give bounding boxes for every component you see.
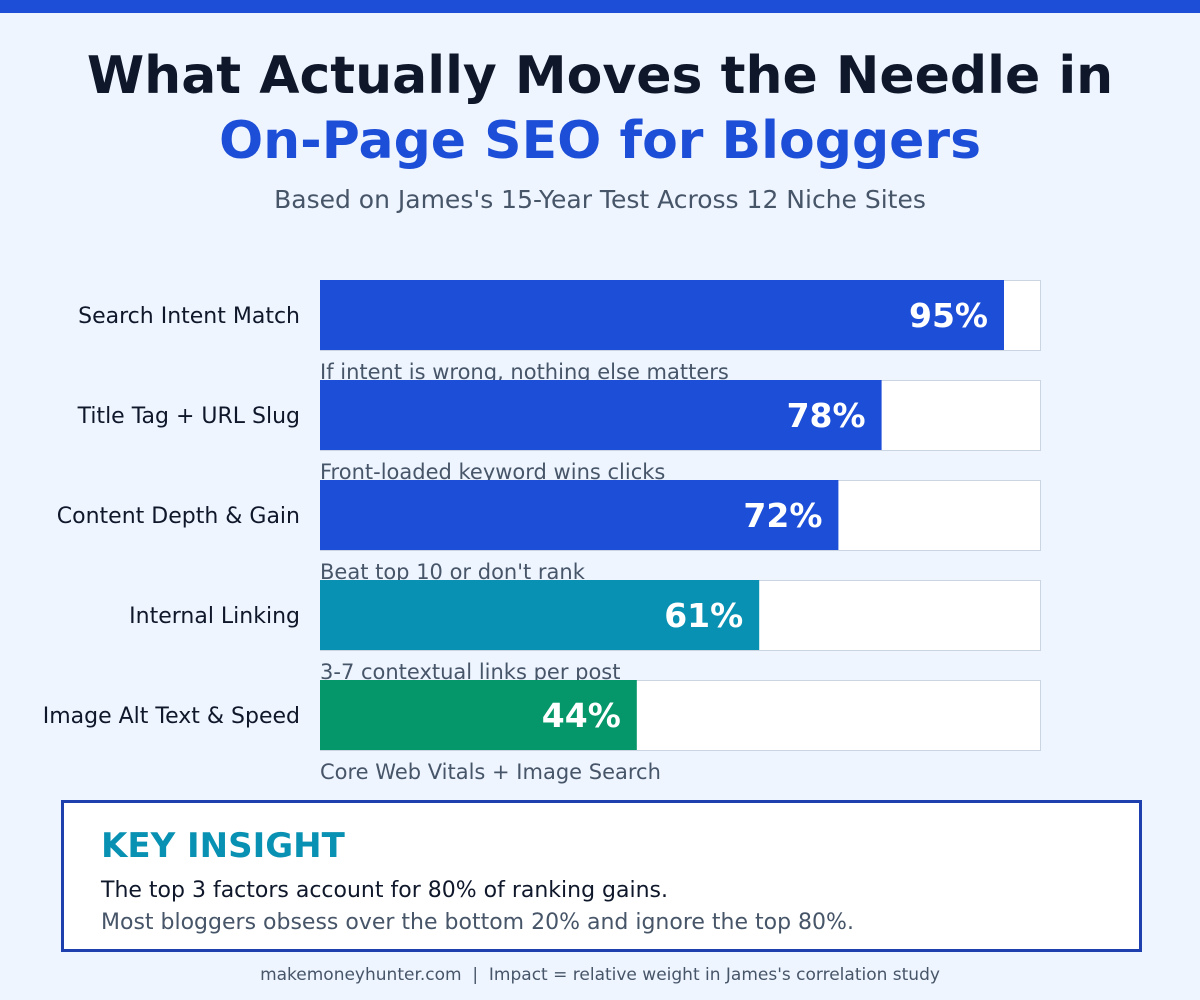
top-accent-bar	[0, 0, 1200, 13]
page-title-line-1: What Actually Moves the Needle in	[86, 46, 1114, 106]
key-insight-detail: Most bloggers obsess over the bottom 20%…	[101, 910, 854, 935]
bar	[320, 680, 637, 750]
value-label: 44%	[542, 696, 621, 735]
key-insight-title: KEY INSIGHT	[101, 826, 345, 866]
impact-bar-chart: Search Intent Match 95%If intent is wrong…	[43, 280, 1041, 784]
bar	[320, 480, 839, 550]
value-label: 78%	[787, 396, 866, 435]
category-label: Content Depth & Gain	[57, 504, 300, 529]
bar-note: Core Web Vitals + Image Search	[320, 760, 661, 784]
category-label: Internal Linking	[129, 604, 300, 629]
bar	[320, 380, 882, 450]
key-insight-box: KEY INSIGHT The top 3 factors account fo…	[61, 800, 1142, 952]
value-label: 61%	[664, 596, 743, 635]
category-label: Title Tag + URL Slug	[77, 404, 300, 429]
page-subtitle: Based on James's 15-Year Test Across 12 …	[274, 185, 926, 214]
bar	[320, 280, 1004, 350]
key-insight-statement: The top 3 factors account for 80% of ran…	[101, 878, 669, 903]
bar	[320, 580, 760, 650]
category-label: Image Alt Text & Speed	[43, 704, 300, 729]
value-label: 72%	[743, 496, 822, 535]
value-label: 95%	[909, 296, 988, 335]
footer-note: makemoneyhunter.com | Impact = relative …	[260, 965, 940, 985]
page-title-line-2: On-Page SEO for Bloggers	[218, 111, 982, 171]
category-label: Search Intent Match	[78, 304, 300, 329]
